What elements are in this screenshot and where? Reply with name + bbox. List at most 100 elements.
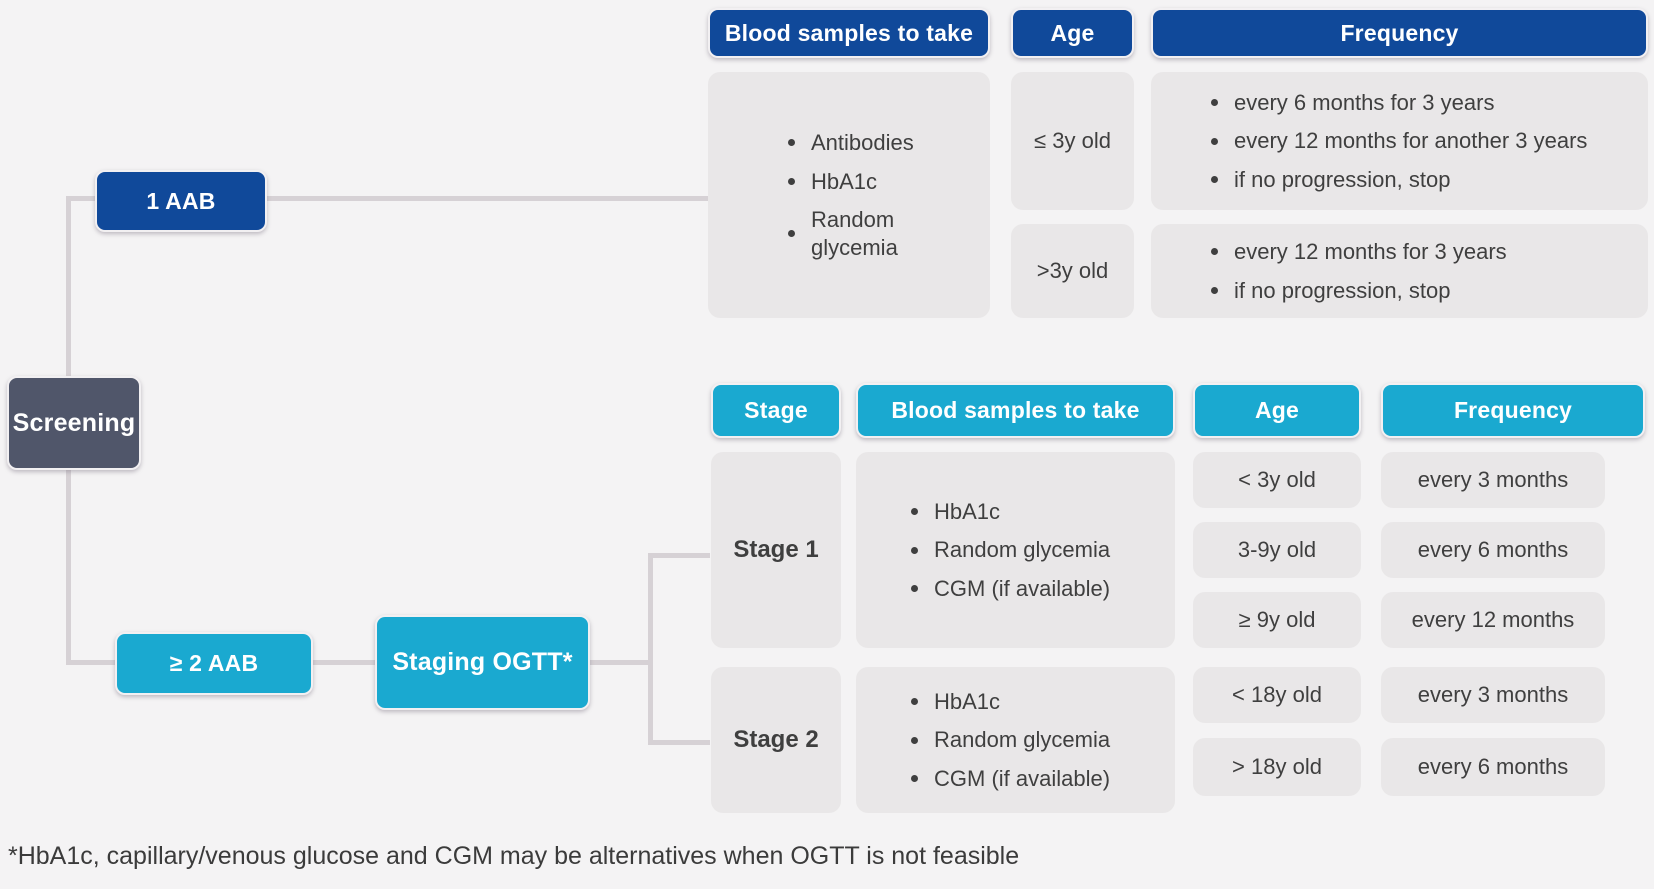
bullet-icon — [911, 508, 918, 515]
stage2-frequency-cell-0: every 3 months — [1381, 667, 1605, 723]
list-item-text: HbA1c — [811, 168, 878, 194]
bullet-icon — [911, 546, 918, 554]
stage-header-age-label: Age — [1254, 397, 1300, 423]
stage-header-stage-label: Stage — [744, 397, 808, 423]
stage-header-blood-samples-label: Blood samples to take — [891, 397, 1140, 423]
list-item-text: every 12 months for another 3 years — [1234, 128, 1588, 154]
top-age-cell-gt3y: >3y old — [1011, 224, 1134, 318]
staging-ogtt-box: Staging OGTT* — [375, 615, 590, 710]
age-value: < 3y old — [1238, 467, 1316, 492]
stage2-label: Stage 2 — [733, 726, 819, 753]
list-item: HbA1c — [788, 168, 984, 196]
top-blood-samples-list: Antibodies HbA1c Random glycemia — [708, 72, 990, 318]
one-aab-label: 1 AAB — [146, 187, 216, 214]
list-item: if no progression, stop — [1211, 166, 1642, 194]
age-value: < 18y old — [1232, 682, 1322, 707]
top-frequency-cell-gt3y: every 12 months for 3 years if no progre… — [1151, 224, 1648, 318]
list-item: CGM (if available) — [911, 575, 1169, 603]
top-header-blood-samples: Blood samples to take — [708, 8, 990, 58]
list-item-text: CGM (if available) — [934, 575, 1111, 601]
list-item: CGM (if available) — [911, 765, 1169, 793]
age-value: ≥ 9y old — [1238, 607, 1316, 632]
footnote: *HbA1c, capillary/venous glucose and CGM… — [8, 842, 1020, 870]
stage-header-frequency-label: Frequency — [1453, 397, 1573, 423]
stage1-age-cell-1: 3-9y old — [1193, 522, 1361, 578]
stage2-blood-samples-list: HbA1c Random glycemia CGM (if available) — [856, 667, 1175, 813]
top-header-blood-samples-label: Blood samples to take — [724, 19, 974, 46]
list-item-text: if no progression, stop — [1234, 277, 1451, 303]
stage2-age-cell-0: < 18y old — [1193, 667, 1361, 723]
stage2-blood-samples-cell: HbA1c Random glycemia CGM (if available) — [856, 667, 1175, 813]
frequency-value: every 6 months — [1417, 537, 1569, 562]
frequency-value: every 6 months — [1417, 754, 1569, 779]
list-item-text: every 12 months for 3 years — [1234, 239, 1507, 264]
list-item: every 6 months for 3 years — [1211, 89, 1642, 117]
screening-label: Screening — [12, 408, 136, 437]
connector-top-horizontal — [66, 196, 708, 201]
staging-ogtt-label: Staging OGTT* — [392, 648, 573, 676]
frequency-value: every 12 months — [1411, 607, 1575, 632]
connector-bracket-vertical — [648, 553, 653, 745]
list-item: Random glycemia — [788, 206, 984, 261]
stage-header-stage: Stage — [711, 383, 841, 438]
list-item: HbA1c — [911, 498, 1169, 526]
list-item-text: Antibodies — [811, 130, 914, 155]
one-aab-box: 1 AAB — [95, 170, 267, 232]
top-header-frequency: Frequency — [1151, 8, 1648, 58]
list-item: Random glycemia — [911, 536, 1169, 564]
bullet-icon — [1211, 248, 1218, 256]
age-value: 3-9y old — [1237, 537, 1317, 562]
list-item: every 12 months for another 3 years — [1211, 127, 1642, 155]
top-header-age: Age — [1011, 8, 1134, 58]
age-value: >3y old — [1036, 258, 1109, 283]
connector-ogtt-out — [588, 660, 653, 665]
list-item-text: Random glycemia — [811, 207, 898, 260]
age-value: ≤ 3y old — [1034, 128, 1111, 153]
bullet-icon — [911, 736, 918, 744]
list-item: every 12 months for 3 years — [1211, 238, 1642, 266]
list-item-text: HbA1c — [934, 688, 1001, 714]
stage1-age-cell-2: ≥ 9y old — [1193, 592, 1361, 648]
bullet-icon — [911, 585, 918, 592]
bullet-icon — [788, 177, 795, 185]
stage1-label: Stage 1 — [733, 536, 819, 563]
bullet-icon — [1211, 137, 1218, 145]
stage1-frequency-cell-0: every 3 months — [1381, 452, 1605, 508]
stage-header-age: Age — [1193, 383, 1361, 438]
top-blood-samples-cell: Antibodies HbA1c Random glycemia — [708, 72, 990, 318]
stage1-blood-samples-cell: HbA1c Random glycemia CGM (if available) — [856, 452, 1175, 648]
frequency-value: every 3 months — [1417, 467, 1569, 492]
bullet-icon — [1211, 99, 1218, 106]
stage2-label-cell: Stage 2 — [711, 667, 841, 813]
bullet-icon — [1211, 176, 1218, 183]
screening-box: Screening — [7, 376, 141, 470]
stage1-frequency-cell-1: every 6 months — [1381, 522, 1605, 578]
list-item-text: if no progression, stop — [1234, 166, 1451, 192]
list-item-text: every 6 months for 3 years — [1234, 89, 1495, 115]
list-item-text: Random glycemia — [934, 537, 1111, 563]
stage1-blood-samples-list: HbA1c Random glycemia CGM (if available) — [856, 452, 1175, 648]
connector-branch-stage1 — [648, 553, 710, 558]
two-aab-box: ≥ 2 AAB — [115, 632, 313, 695]
bullet-icon — [911, 775, 918, 782]
bullet-icon — [1211, 286, 1218, 294]
list-item-text: CGM (if available) — [934, 765, 1111, 791]
top-header-frequency-label: Frequency — [1340, 19, 1459, 46]
list-item-text: Random glycemia — [934, 727, 1111, 753]
list-item: if no progression, stop — [1211, 277, 1642, 305]
list-item: Antibodies — [788, 129, 984, 157]
stage2-frequency-cell-1: every 6 months — [1381, 738, 1605, 796]
top-frequency-list-le3y: every 6 months for 3 years every 12 mont… — [1151, 72, 1648, 210]
age-value: > 18y old — [1232, 754, 1322, 779]
bullet-icon — [788, 230, 795, 237]
list-item-text: HbA1c — [934, 498, 1001, 524]
top-frequency-cell-le3y: every 6 months for 3 years every 12 mont… — [1151, 72, 1648, 210]
bullet-icon — [911, 698, 918, 705]
frequency-value: every 3 months — [1417, 682, 1569, 707]
stage-header-blood-samples: Blood samples to take — [856, 383, 1175, 438]
stage1-age-cell-0: < 3y old — [1193, 452, 1361, 508]
two-aab-label: ≥ 2 AAB — [169, 650, 259, 676]
stage1-label-cell: Stage 1 — [711, 452, 841, 648]
top-age-cell-le3y: ≤ 3y old — [1011, 72, 1134, 210]
